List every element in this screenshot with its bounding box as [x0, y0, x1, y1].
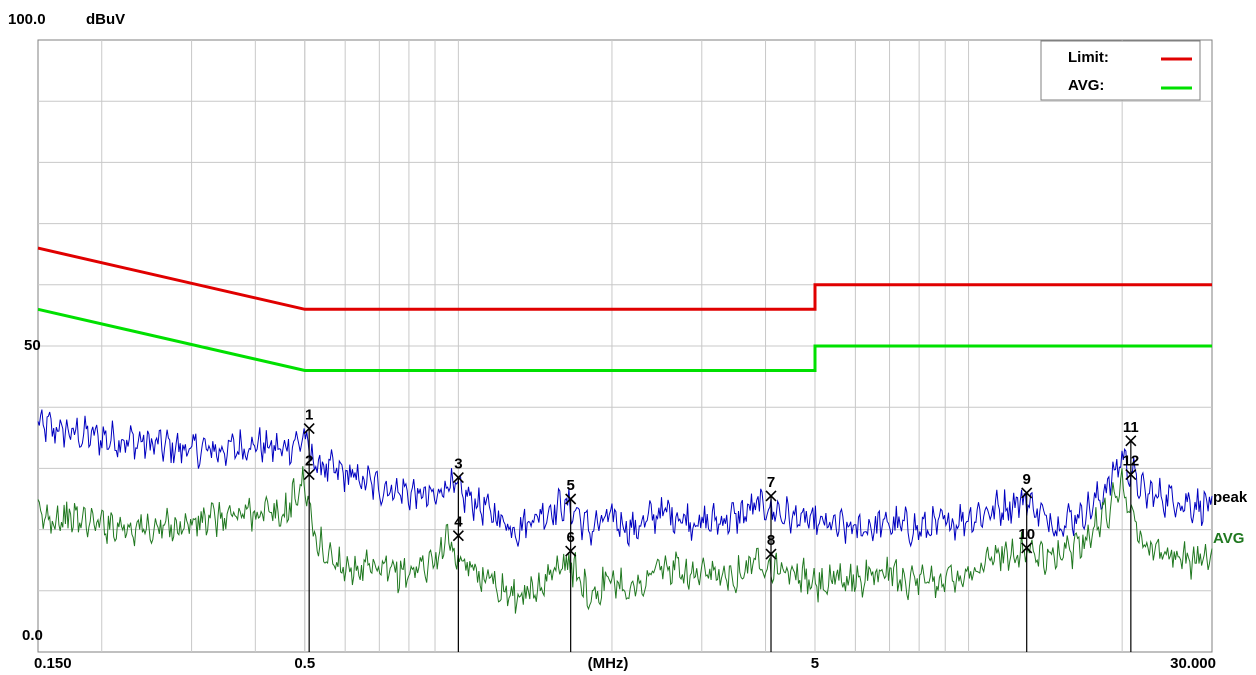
marker-x	[1125, 468, 1137, 481]
marker-number: 10	[1018, 526, 1035, 543]
x-unit-label: (MHz)	[588, 655, 629, 672]
marker-number: 3	[454, 456, 462, 473]
y-mid-label: 50	[24, 337, 41, 354]
y-top-label: 100.0	[8, 11, 46, 28]
limit-line	[37, 246, 1212, 311]
marker-number: 4	[454, 514, 463, 531]
marker-x	[452, 530, 464, 542]
avg-trace	[37, 466, 1213, 614]
x-tick-label: 30.000	[1170, 655, 1216, 672]
marker-number: 12	[1123, 453, 1140, 470]
x-tick-label: 0.150	[34, 655, 72, 672]
marker-number: 9	[1023, 471, 1031, 488]
marker-x	[1125, 435, 1137, 447]
limit-lines	[37, 246, 1212, 372]
legend-label-limit: Limit:	[1068, 49, 1109, 66]
marker-x	[1021, 487, 1033, 499]
y-bottom-label: 0.0	[22, 627, 43, 644]
marker-x	[765, 548, 777, 560]
traces	[37, 409, 1213, 614]
legend-label-avg: AVG:	[1068, 77, 1104, 94]
avg-end-label: AVG	[1213, 530, 1244, 547]
legend-box	[1040, 40, 1201, 101]
marker-x	[1021, 542, 1033, 554]
marker-number: 8	[767, 532, 775, 549]
marker-x	[565, 545, 577, 557]
y-unit-label: dBuV	[86, 11, 125, 28]
marker-number: 2	[305, 453, 313, 470]
legend: Limit: AVG:	[1040, 40, 1201, 101]
x-tick-label: 5	[811, 655, 819, 672]
marker-x	[303, 468, 315, 481]
marker-number: 5	[566, 477, 574, 494]
x-tick-label: 0.5	[294, 655, 315, 672]
marker-number: 7	[767, 474, 775, 491]
marker-x	[303, 423, 315, 435]
marker-x	[565, 493, 577, 505]
x-tick-labels: 0.150 0.5 5 30.000	[34, 655, 1216, 672]
marker-x	[765, 490, 777, 502]
marker-number: 1	[305, 407, 313, 424]
peak-trace	[37, 409, 1213, 548]
avg-limit-line	[37, 307, 1212, 372]
peak-end-label: peak	[1213, 489, 1248, 506]
marker-x	[452, 472, 464, 484]
marker-number: 6	[566, 529, 574, 546]
marker-number: 11	[1123, 419, 1139, 436]
